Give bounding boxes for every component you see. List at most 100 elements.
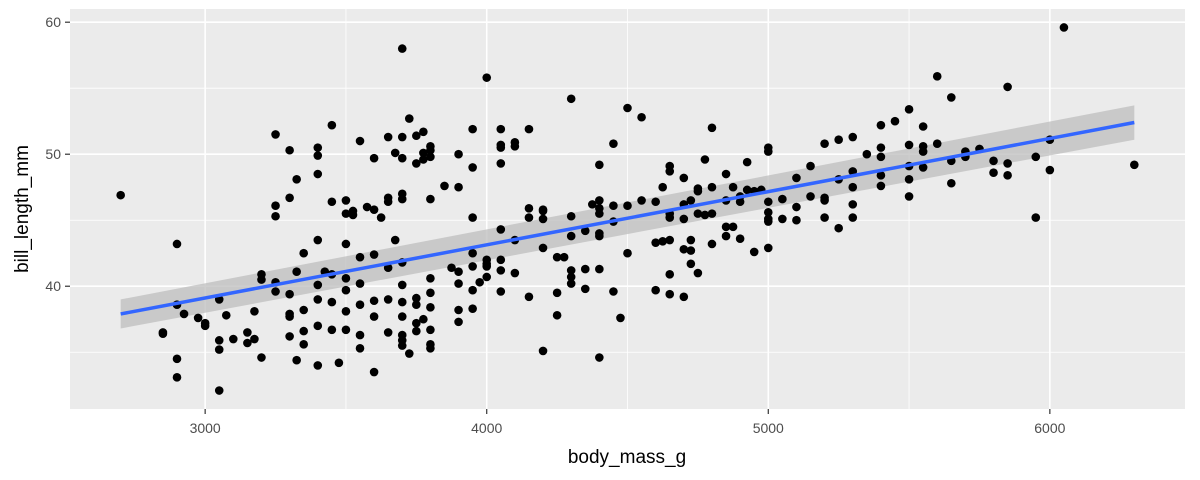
data-point: [482, 73, 492, 82]
data-point: [665, 235, 675, 245]
data-point: [595, 209, 604, 218]
data-point: [707, 123, 717, 133]
data-point: [651, 197, 660, 207]
data-point: [412, 300, 421, 310]
data-point: [721, 222, 731, 232]
data-point: [172, 354, 182, 364]
data-point: [285, 193, 294, 203]
data-point: [250, 334, 259, 344]
data-point: [369, 205, 379, 214]
data-point: [721, 169, 731, 179]
x-axis-title: body_mass_g: [568, 447, 686, 468]
data-point: [721, 231, 731, 241]
data-point: [229, 334, 238, 344]
data-point: [947, 93, 956, 102]
data-point: [468, 285, 477, 295]
data-points: [116, 23, 1139, 395]
x-tick-label: 6000: [1034, 420, 1065, 436]
data-point: [327, 325, 337, 335]
data-point: [848, 213, 858, 222]
data-point: [419, 155, 428, 164]
data-point: [658, 237, 667, 246]
data-point: [355, 252, 365, 262]
data-point: [397, 312, 407, 321]
data-point: [580, 264, 590, 274]
data-point: [552, 310, 562, 320]
data-point: [496, 159, 506, 168]
data-point: [524, 204, 534, 213]
data-point: [426, 152, 435, 162]
data-point: [609, 287, 618, 296]
data-point: [932, 139, 942, 148]
data-point: [299, 305, 308, 315]
data-point: [313, 143, 323, 152]
data-point: [932, 72, 942, 81]
data-point: [214, 386, 224, 395]
data-point: [426, 274, 435, 283]
data-point: [383, 328, 393, 337]
data-point: [623, 103, 632, 113]
data-point: [285, 332, 294, 341]
data-point: [496, 266, 506, 275]
data-point: [665, 167, 675, 176]
data-point: [454, 182, 463, 192]
data-point: [609, 139, 618, 148]
x-tick-label: 4000: [471, 420, 502, 436]
data-point: [313, 280, 323, 290]
data-point: [700, 210, 710, 220]
y-tick-label: 40: [45, 278, 61, 294]
data-point: [538, 243, 548, 253]
data-point: [524, 292, 534, 302]
data-point: [116, 190, 125, 200]
data-point: [820, 213, 829, 222]
data-point: [1003, 171, 1012, 180]
data-point: [397, 341, 407, 350]
data-point: [1031, 152, 1041, 162]
data-point: [728, 222, 738, 232]
data-point: [580, 226, 590, 236]
data-point: [918, 122, 928, 131]
x-tick-label: 3000: [190, 420, 221, 436]
data-point: [693, 186, 703, 196]
data-point: [665, 289, 675, 299]
data-point: [412, 131, 421, 141]
data-point: [989, 168, 998, 177]
data-point: [566, 279, 576, 288]
data-point: [426, 141, 435, 151]
data-point: [742, 185, 752, 195]
data-point: [383, 295, 393, 304]
data-point: [665, 270, 675, 279]
data-point: [665, 213, 675, 222]
data-point: [468, 163, 477, 172]
data-point: [397, 132, 407, 142]
data-point: [383, 197, 393, 207]
data-point: [686, 259, 696, 269]
data-point: [820, 139, 829, 148]
data-point: [763, 197, 773, 207]
data-point: [792, 202, 801, 212]
data-point: [404, 114, 414, 123]
data-point: [904, 174, 914, 184]
data-point: [397, 194, 407, 204]
data-point: [419, 148, 428, 158]
data-point: [355, 279, 365, 288]
data-point: [362, 202, 372, 212]
data-point: [595, 196, 604, 205]
data-point: [426, 194, 435, 204]
data-point: [1130, 160, 1139, 170]
data-point: [686, 235, 696, 245]
data-point: [623, 201, 632, 210]
axis-ticks: [65, 21, 1051, 414]
data-point: [426, 343, 435, 353]
data-point: [271, 130, 280, 139]
data-point: [862, 149, 872, 159]
data-point: [1003, 159, 1012, 168]
data-point: [348, 206, 358, 216]
data-point: [595, 353, 604, 362]
data-point: [904, 105, 914, 114]
data-point: [299, 326, 308, 336]
data-point: [700, 155, 710, 164]
data-point: [285, 289, 294, 299]
data-point: [616, 313, 625, 323]
data-point: [193, 313, 203, 323]
